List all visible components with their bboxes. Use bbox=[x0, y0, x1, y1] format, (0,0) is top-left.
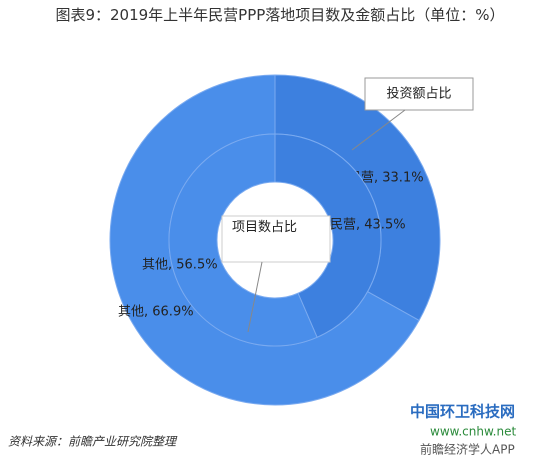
callout-line bbox=[351, 109, 406, 151]
watermark: 前瞻经济学人APP bbox=[420, 442, 515, 457]
data-label: 民营, 43.5% bbox=[330, 218, 406, 233]
data-label: 其他, 56.5% bbox=[142, 258, 218, 273]
donut-segment bbox=[274, 133, 382, 338]
callout-label: 投资额占比 bbox=[386, 86, 451, 102]
callout-box bbox=[364, 77, 474, 111]
source: 资料来源：前瞻产业研究院整理 bbox=[8, 435, 178, 449]
donut-segment bbox=[168, 133, 318, 347]
callout-box bbox=[221, 215, 331, 263]
callout-label: 项目数占比 bbox=[232, 220, 298, 235]
chart-title: 图表9：2019年上半年民营PPP落地项目数及金额占比（单位：%） bbox=[55, 6, 505, 24]
title-box: 图表9：2019年上半年民营PPP落地项目数及金额占比（单位：%） bbox=[55, 6, 505, 24]
watermark: 中国环卫科技网 bbox=[410, 403, 515, 421]
callout-line bbox=[247, 261, 263, 333]
data-label: 其他, 66.9% bbox=[118, 305, 194, 320]
data-label: 民营, 33.1% bbox=[348, 171, 424, 186]
callout-label-box: 项目数占比 bbox=[232, 220, 298, 235]
plot: 民营, 33.1% 其他, 66.9% 民营, 43.5% 其他, 56.5% 投资额占… bbox=[109, 74, 474, 406]
watermark: www.cnhw.net bbox=[430, 425, 516, 439]
